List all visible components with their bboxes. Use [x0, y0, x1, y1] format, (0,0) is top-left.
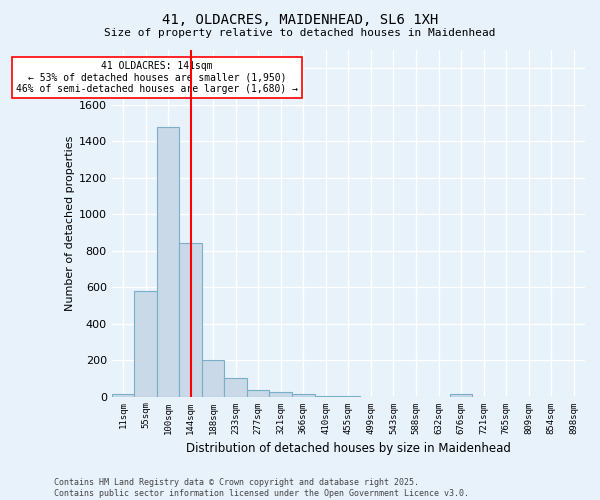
Bar	[202, 360, 224, 397]
Bar	[179, 244, 202, 396]
Bar	[247, 390, 269, 396]
Text: Size of property relative to detached houses in Maidenhead: Size of property relative to detached ho…	[104, 28, 496, 38]
Bar	[292, 394, 314, 396]
Bar	[112, 394, 134, 396]
Y-axis label: Number of detached properties: Number of detached properties	[65, 136, 74, 311]
Bar	[269, 392, 292, 396]
Text: 41, OLDACRES, MAIDENHEAD, SL6 1XH: 41, OLDACRES, MAIDENHEAD, SL6 1XH	[162, 12, 438, 26]
Text: 41 OLDACRES: 141sqm
← 53% of detached houses are smaller (1,950)
46% of semi-det: 41 OLDACRES: 141sqm ← 53% of detached ho…	[16, 61, 298, 94]
Bar	[157, 126, 179, 396]
X-axis label: Distribution of detached houses by size in Maidenhead: Distribution of detached houses by size …	[186, 442, 511, 455]
Bar	[450, 394, 472, 396]
Text: Contains HM Land Registry data © Crown copyright and database right 2025.
Contai: Contains HM Land Registry data © Crown c…	[54, 478, 469, 498]
Bar	[134, 291, 157, 397]
Bar	[224, 378, 247, 396]
